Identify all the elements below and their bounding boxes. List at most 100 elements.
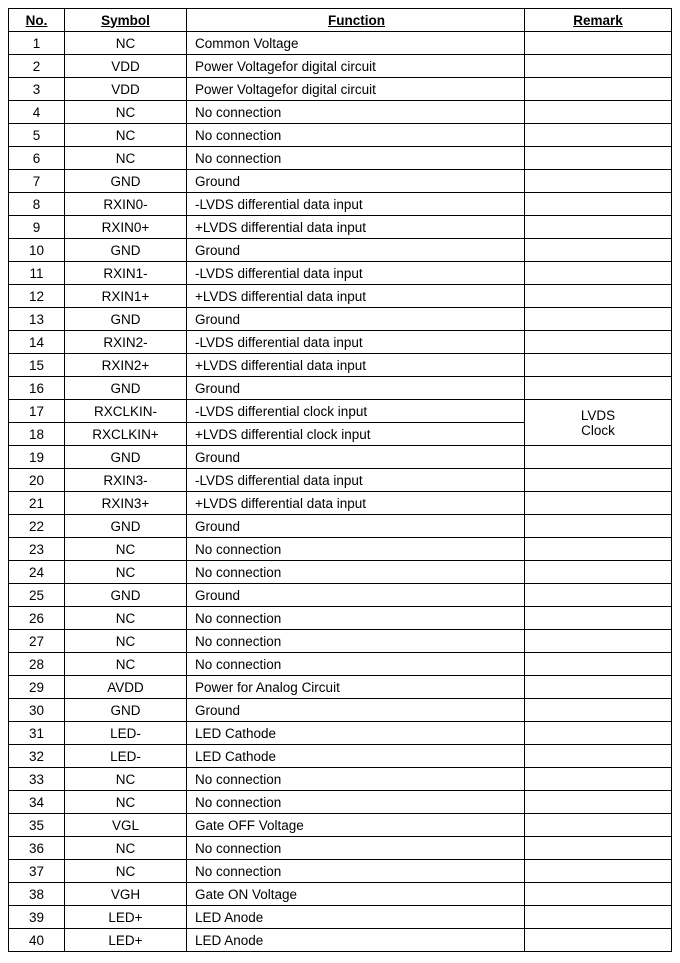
cell-no: 22 — [9, 515, 65, 538]
cell-function: Gate OFF Voltage — [187, 814, 525, 837]
cell-symbol: RXIN0- — [65, 193, 187, 216]
cell-no: 18 — [9, 423, 65, 446]
table-row: 7GNDGround — [9, 170, 672, 193]
cell-remark — [525, 722, 672, 745]
cell-function: No connection — [187, 791, 525, 814]
cell-symbol: NC — [65, 630, 187, 653]
cell-no: 5 — [9, 124, 65, 147]
cell-function: Ground — [187, 377, 525, 400]
cell-symbol: RXCLKIN- — [65, 400, 187, 423]
cell-no: 24 — [9, 561, 65, 584]
table-row: 19GNDGround — [9, 446, 672, 469]
table-row: 5NCNo connection — [9, 124, 672, 147]
table-row: 26NCNo connection — [9, 607, 672, 630]
cell-function: -LVDS differential clock input — [187, 400, 525, 423]
cell-remark — [525, 883, 672, 906]
cell-no: 7 — [9, 170, 65, 193]
cell-function: LED Cathode — [187, 722, 525, 745]
cell-no: 36 — [9, 837, 65, 860]
header-symbol: Symbol — [65, 9, 187, 32]
table-row: 36NCNo connection — [9, 837, 672, 860]
cell-symbol: GND — [65, 446, 187, 469]
table-row: 10GNDGround — [9, 239, 672, 262]
cell-no: 14 — [9, 331, 65, 354]
cell-function: No connection — [187, 837, 525, 860]
table-row: 6NCNo connection — [9, 147, 672, 170]
table-row: 22GNDGround — [9, 515, 672, 538]
cell-remark — [525, 814, 672, 837]
cell-symbol: VDD — [65, 55, 187, 78]
cell-no: 10 — [9, 239, 65, 262]
cell-function: -LVDS differential data input — [187, 469, 525, 492]
cell-symbol: NC — [65, 101, 187, 124]
cell-symbol: RXIN2+ — [65, 354, 187, 377]
cell-no: 9 — [9, 216, 65, 239]
cell-symbol: RXIN2- — [65, 331, 187, 354]
table-row: 28NCNo connection — [9, 653, 672, 676]
table-body: 1NCCommon Voltage2VDDPower Voltagefor di… — [9, 32, 672, 952]
header-no: No. — [9, 9, 65, 32]
table-row: 3VDDPower Voltagefor digital circuit — [9, 78, 672, 101]
cell-symbol: RXIN3+ — [65, 492, 187, 515]
cell-no: 12 — [9, 285, 65, 308]
cell-symbol: LED+ — [65, 906, 187, 929]
cell-symbol: GND — [65, 699, 187, 722]
cell-no: 29 — [9, 676, 65, 699]
cell-remark — [525, 515, 672, 538]
cell-remark — [525, 860, 672, 883]
cell-function: +LVDS differential data input — [187, 216, 525, 239]
table-row: 8RXIN0--LVDS differential data input — [9, 193, 672, 216]
cell-remark — [525, 377, 672, 400]
cell-function: -LVDS differential data input — [187, 193, 525, 216]
cell-function: +LVDS differential data input — [187, 492, 525, 515]
cell-remark — [525, 262, 672, 285]
cell-symbol: GND — [65, 239, 187, 262]
table-row: 12RXIN1++LVDS differential data input — [9, 285, 672, 308]
table-row: 13GNDGround — [9, 308, 672, 331]
cell-function: Ground — [187, 446, 525, 469]
header-remark: Remark — [525, 9, 672, 32]
cell-symbol: NC — [65, 538, 187, 561]
cell-no: 30 — [9, 699, 65, 722]
table-row: 33NCNo connection — [9, 768, 672, 791]
cell-no: 40 — [9, 929, 65, 952]
cell-function: No connection — [187, 768, 525, 791]
cell-symbol: NC — [65, 561, 187, 584]
cell-remark — [525, 791, 672, 814]
cell-remark — [525, 239, 672, 262]
cell-symbol: RXIN3- — [65, 469, 187, 492]
cell-no: 15 — [9, 354, 65, 377]
cell-no: 34 — [9, 791, 65, 814]
cell-symbol: NC — [65, 607, 187, 630]
table-row: 16GNDGround — [9, 377, 672, 400]
table-row: 17RXCLKIN--LVDS differential clock input… — [9, 400, 672, 423]
cell-no: 33 — [9, 768, 65, 791]
cell-no: 23 — [9, 538, 65, 561]
table-row: 14RXIN2--LVDS differential data input — [9, 331, 672, 354]
cell-symbol: RXIN1- — [65, 262, 187, 285]
cell-no: 26 — [9, 607, 65, 630]
cell-remark — [525, 216, 672, 239]
cell-symbol: VGL — [65, 814, 187, 837]
cell-function: LED Anode — [187, 929, 525, 952]
cell-remark — [525, 837, 672, 860]
cell-function: +LVDS differential clock input — [187, 423, 525, 446]
cell-no: 6 — [9, 147, 65, 170]
table-row: 4NCNo connection — [9, 101, 672, 124]
cell-function: No connection — [187, 607, 525, 630]
table-row: 30GNDGround — [9, 699, 672, 722]
cell-remark — [525, 745, 672, 768]
cell-symbol: GND — [65, 584, 187, 607]
cell-no: 8 — [9, 193, 65, 216]
cell-remark — [525, 469, 672, 492]
cell-symbol: LED- — [65, 745, 187, 768]
cell-no: 21 — [9, 492, 65, 515]
cell-remark — [525, 906, 672, 929]
cell-symbol: NC — [65, 860, 187, 883]
cell-remark — [525, 446, 672, 469]
cell-symbol: LED- — [65, 722, 187, 745]
table-row: 11RXIN1--LVDS differential data input — [9, 262, 672, 285]
cell-function: +LVDS differential data input — [187, 354, 525, 377]
cell-no: 27 — [9, 630, 65, 653]
cell-symbol: NC — [65, 837, 187, 860]
